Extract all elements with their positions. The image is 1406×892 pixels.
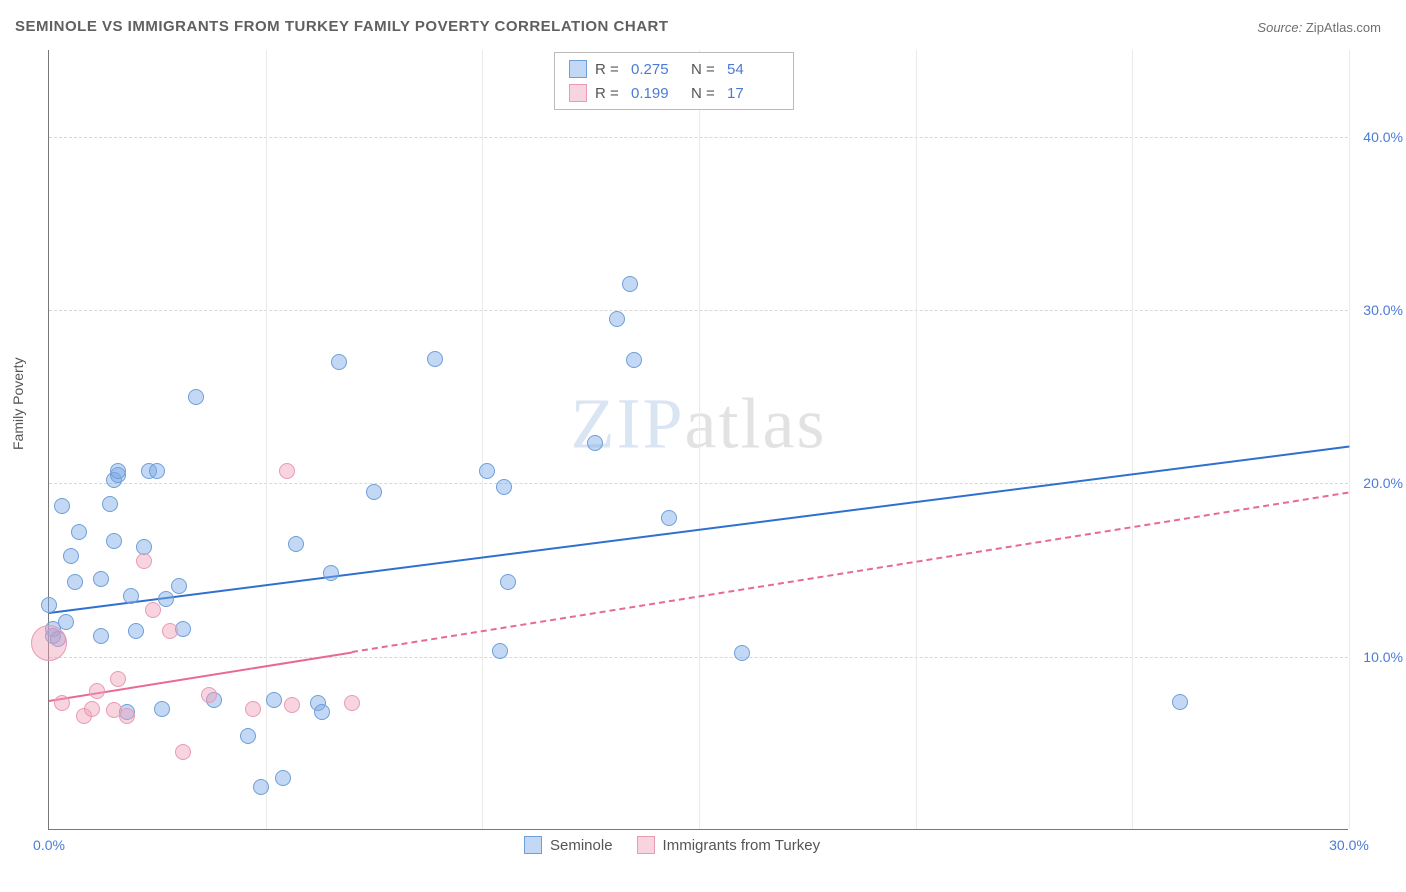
legend-label: Immigrants from Turkey [663, 837, 821, 854]
r-value: 0.275 [631, 61, 683, 78]
chart-container: SEMINOLE VS IMMIGRANTS FROM TURKEY FAMIL… [0, 0, 1406, 892]
data-point [245, 701, 261, 717]
n-label: N = [691, 85, 719, 102]
data-point [609, 311, 625, 327]
data-point [284, 697, 300, 713]
data-point [201, 687, 217, 703]
data-point [119, 708, 135, 724]
data-point [1172, 694, 1188, 710]
data-point [102, 496, 118, 512]
data-point [500, 574, 516, 590]
r-label: R = [595, 61, 623, 78]
r-label: R = [595, 85, 623, 102]
data-point [344, 695, 360, 711]
data-point [626, 352, 642, 368]
data-point [734, 645, 750, 661]
data-point [171, 578, 187, 594]
data-point [661, 510, 677, 526]
legend-row: R = 0.275 N = 54 [555, 57, 793, 81]
gridline-v [1349, 50, 1350, 829]
data-point [279, 463, 295, 479]
series-legend: Seminole Immigrants from Turkey [524, 836, 820, 854]
data-point [158, 591, 174, 607]
data-point [93, 628, 109, 644]
gridline-v [916, 50, 917, 829]
data-point [136, 553, 152, 569]
data-point [67, 574, 83, 590]
gridline-v [1132, 50, 1133, 829]
data-point [496, 479, 512, 495]
data-point [175, 744, 191, 760]
data-point [110, 671, 126, 687]
data-point [154, 701, 170, 717]
gridline-v [266, 50, 267, 829]
data-point [54, 695, 70, 711]
data-point [492, 643, 508, 659]
data-point [323, 565, 339, 581]
data-point [31, 625, 67, 661]
data-point [71, 524, 87, 540]
plot-area: ZIPatlas 10.0%20.0%30.0%40.0%0.0%30.0%R … [48, 50, 1348, 830]
data-point [84, 701, 100, 717]
data-point [275, 770, 291, 786]
legend-row: R = 0.199 N = 17 [555, 81, 793, 105]
data-point [149, 463, 165, 479]
n-value: 54 [727, 61, 779, 78]
y-tick-label: 20.0% [1363, 475, 1403, 491]
data-point [331, 354, 347, 370]
data-point [288, 536, 304, 552]
r-value: 0.199 [631, 85, 683, 102]
data-point [366, 484, 382, 500]
chart-title: SEMINOLE VS IMMIGRANTS FROM TURKEY FAMIL… [15, 18, 669, 35]
correlation-legend: R = 0.275 N = 54 R = 0.199 N = 17 [554, 52, 794, 110]
data-point [188, 389, 204, 405]
data-point [93, 571, 109, 587]
regression-line [352, 492, 1349, 653]
data-point [240, 728, 256, 744]
data-point [587, 435, 603, 451]
data-point [54, 498, 70, 514]
data-point [58, 614, 74, 630]
legend-label: Seminole [550, 837, 613, 854]
y-tick-label: 10.0% [1363, 649, 1403, 665]
source-attribution: Source: ZipAtlas.com [1257, 20, 1381, 35]
gridline-v [482, 50, 483, 829]
legend-item: Seminole [524, 836, 613, 854]
n-label: N = [691, 61, 719, 78]
data-point [123, 588, 139, 604]
data-point [253, 779, 269, 795]
data-point [128, 623, 144, 639]
x-tick-label: 30.0% [1329, 837, 1369, 853]
source-value: ZipAtlas.com [1306, 20, 1381, 35]
legend-swatch [637, 836, 655, 854]
y-axis-label: Family Poverty [10, 357, 26, 450]
data-point [162, 623, 178, 639]
data-point [314, 704, 330, 720]
legend-swatch [569, 84, 587, 102]
source-label: Source: [1257, 20, 1302, 35]
data-point [266, 692, 282, 708]
y-tick-label: 40.0% [1363, 129, 1403, 145]
data-point [63, 548, 79, 564]
data-point [110, 463, 126, 479]
data-point [622, 276, 638, 292]
data-point [89, 683, 105, 699]
y-tick-label: 30.0% [1363, 302, 1403, 318]
data-point [427, 351, 443, 367]
n-value: 17 [727, 85, 779, 102]
data-point [479, 463, 495, 479]
legend-swatch [524, 836, 542, 854]
legend-item: Immigrants from Turkey [637, 836, 821, 854]
data-point [145, 602, 161, 618]
data-point [106, 533, 122, 549]
data-point [41, 597, 57, 613]
x-tick-label: 0.0% [33, 837, 65, 853]
legend-swatch [569, 60, 587, 78]
gridline-v [699, 50, 700, 829]
